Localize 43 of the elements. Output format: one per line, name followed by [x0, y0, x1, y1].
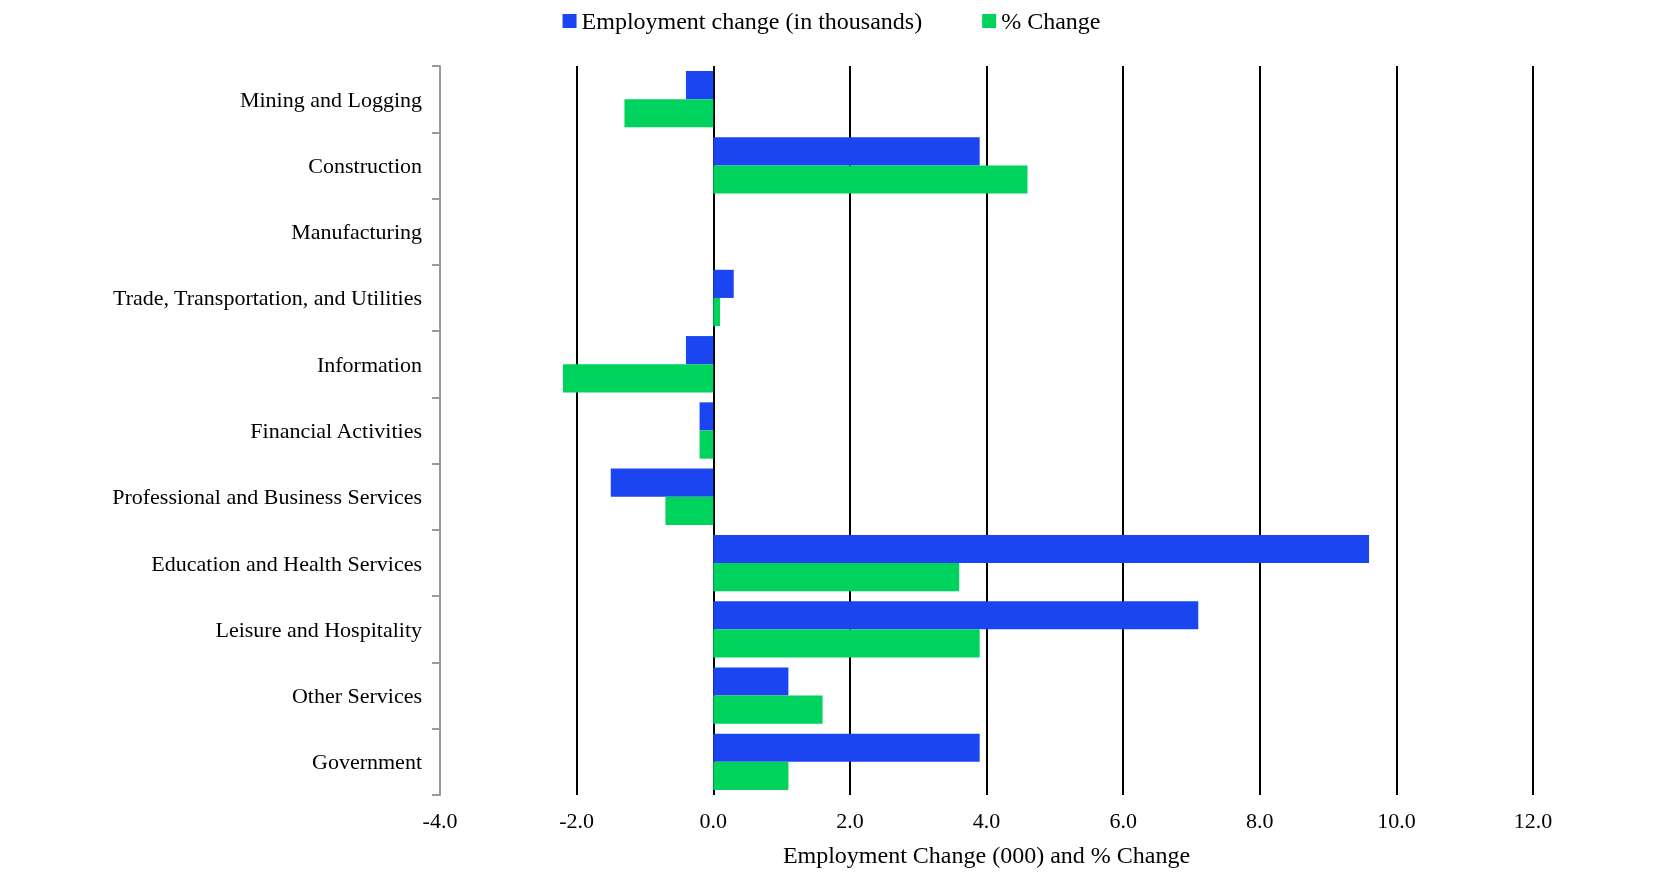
y-tick-label: Other Services — [291, 683, 422, 709]
bar — [624, 99, 714, 128]
bar — [665, 496, 714, 525]
y-tick-label: Mining and Logging — [239, 86, 422, 112]
y-tick-label: Government — [312, 749, 422, 775]
x-tick-label: 0.0 — [699, 807, 727, 833]
bar — [685, 70, 714, 100]
x-tick-label: 4.0 — [972, 807, 1001, 833]
bar — [713, 165, 1028, 194]
y-tick-label: Education and Health Services — [151, 550, 422, 576]
bar — [713, 761, 789, 791]
bar — [713, 297, 721, 327]
x-axis-title: Employment Change (000) and % Change — [782, 842, 1191, 868]
y-tick-label: Manufacturing — [291, 219, 422, 245]
bar — [699, 402, 714, 431]
bar — [713, 667, 789, 696]
bar — [713, 601, 1199, 630]
y-tick-label: Leisure and Hospitality — [215, 616, 422, 642]
x-tick-label: 8.0 — [1246, 807, 1274, 833]
bar — [685, 336, 714, 365]
x-tick-label: -4.0 — [422, 807, 458, 833]
y-tick-label: Professional and Business Services — [112, 484, 422, 510]
bar — [610, 468, 714, 497]
x-tick-label: 10.0 — [1377, 807, 1416, 833]
y-tick-label: Information — [316, 351, 422, 377]
bar — [562, 364, 714, 393]
x-tick-label: 12.0 — [1513, 807, 1553, 833]
legend-label: % Change — [1001, 8, 1101, 34]
x-tick-label: -2.0 — [559, 807, 595, 833]
legend-label: Employment change (in thousands) — [581, 8, 923, 34]
bar — [713, 269, 734, 298]
y-tick-label: Construction — [308, 152, 422, 178]
bar — [713, 695, 823, 724]
y-tick-label: Financial Activities — [250, 418, 422, 443]
bar — [699, 430, 714, 459]
x-tick-label: 2.0 — [836, 807, 864, 833]
bar — [713, 733, 980, 762]
bar — [713, 534, 1370, 564]
x-tick-label: 6.0 — [1109, 807, 1137, 833]
y-tick-label: Trade, Transportation, and Utilities — [112, 285, 422, 311]
bar — [713, 137, 980, 166]
bar — [713, 563, 960, 592]
bar — [713, 629, 980, 658]
